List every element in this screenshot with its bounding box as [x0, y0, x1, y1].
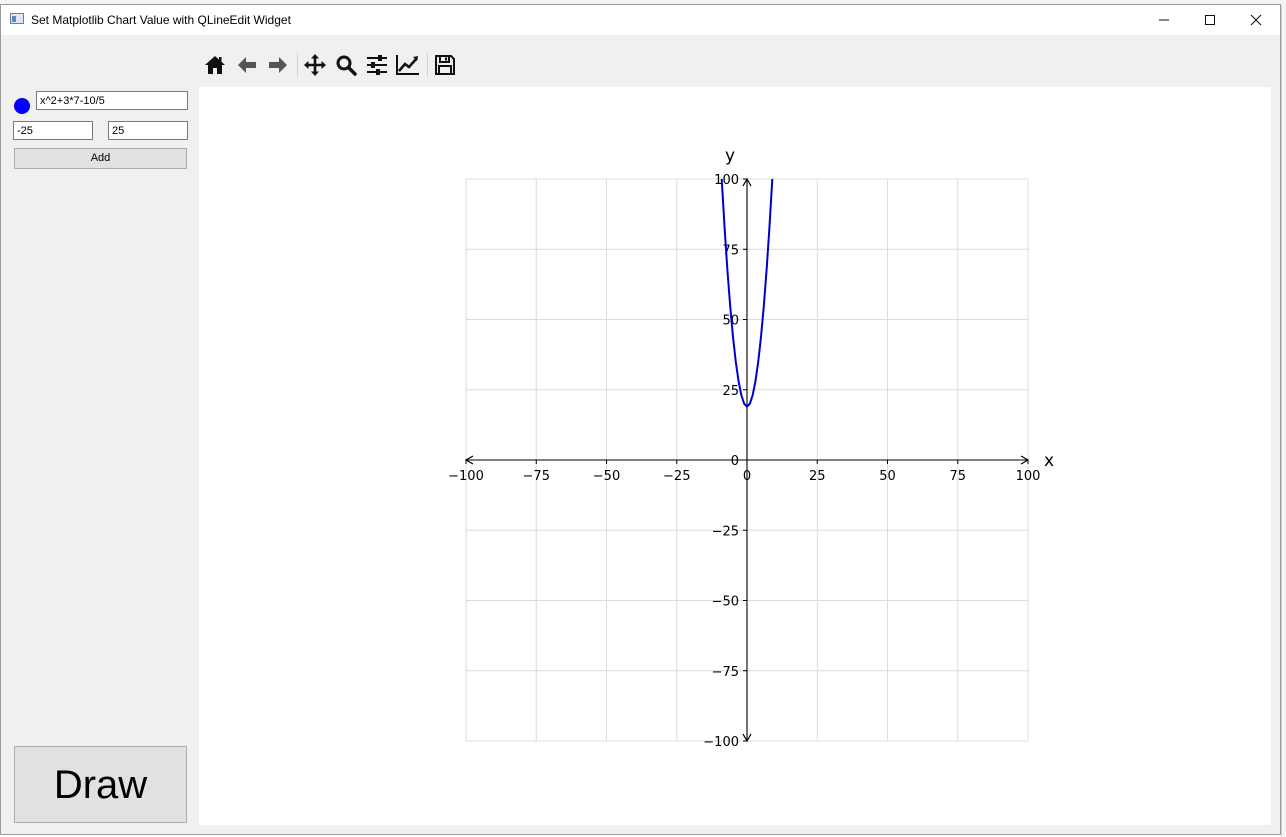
x-min-input[interactable]: [13, 121, 93, 140]
close-button[interactable]: [1233, 5, 1279, 35]
title-bar[interactable]: Set Matplotlib Chart Value with QLineEdi…: [1, 5, 1280, 35]
chart: −100 −75 −50 −25 0 25 50 75 100 −100 −75 −50 −25 0 25…: [448, 125, 1054, 750]
y-axis-label: y: [725, 146, 735, 166]
window-title: Set Matplotlib Chart Value with QLineEdi…: [31, 13, 291, 27]
configure-subplots-icon: [367, 55, 387, 75]
maximize-icon: [1205, 15, 1215, 25]
series-point: [751, 394, 754, 397]
x-max-input[interactable]: [108, 121, 188, 140]
axes: [464, 177, 1030, 743]
series-point: [765, 268, 768, 270]
edit-axis-icon: [396, 55, 419, 75]
zoom-button[interactable]: [332, 51, 360, 79]
series-point: [754, 380, 757, 383]
pan-button[interactable]: [301, 51, 329, 79]
home-icon: [205, 56, 225, 74]
y-tick-label: 0: [731, 454, 739, 469]
x-tick-labels: −100 −75 −50 −25 0 25 50 75 100: [448, 469, 1040, 484]
series-point: [723, 225, 726, 228]
series-point: [726, 268, 729, 270]
app-window-icon: [10, 13, 24, 24]
maximize-button[interactable]: [1187, 5, 1233, 35]
add-button[interactable]: Add: [14, 148, 187, 169]
series-point: [720, 179, 723, 180]
forward-arrow-icon: [269, 57, 287, 73]
y-tick-label: 25: [722, 384, 739, 399]
minimize-icon: [1159, 19, 1169, 21]
configure-subplots-button[interactable]: [363, 51, 391, 79]
draw-button[interactable]: Draw: [14, 746, 187, 823]
x-tick-label: 50: [879, 469, 896, 484]
series-point: [771, 179, 774, 180]
series-point: [737, 380, 740, 383]
series-group: [718, 125, 776, 408]
close-icon: [1250, 14, 1262, 26]
series-point: [743, 403, 745, 405]
series-point: [734, 360, 737, 363]
series-point: [763, 304, 765, 307]
edit-axis-button[interactable]: [394, 51, 422, 79]
background-app-edge: [1281, 6, 1286, 837]
zoom-icon: [336, 55, 357, 76]
save-icon: [435, 55, 455, 75]
expression-input[interactable]: [36, 91, 188, 110]
y-tick-label: −25: [712, 524, 739, 539]
y-tick-label: −100: [703, 735, 739, 750]
series-point: [774, 125, 776, 127]
series-color-swatch[interactable]: [14, 98, 30, 114]
series-point: [729, 304, 731, 307]
x-axis-label: x: [1044, 451, 1054, 471]
series-point: [740, 394, 743, 397]
minimize-button[interactable]: [1141, 5, 1187, 35]
toolbar-separator: [427, 53, 428, 77]
x-tick-label: −25: [663, 469, 690, 484]
series-point: [718, 125, 720, 127]
series-point: [749, 403, 751, 405]
y-tick-label: −50: [712, 595, 739, 610]
x-tick-label: 75: [949, 469, 966, 484]
series-point: [768, 225, 771, 228]
x-tick-label: 100: [1016, 469, 1041, 484]
x-tick-label: 25: [809, 469, 826, 484]
home-button[interactable]: [201, 51, 229, 79]
x-tick-label: −75: [523, 469, 550, 484]
x-tick-label: −100: [448, 469, 484, 484]
series-point: [760, 335, 762, 338]
save-button[interactable]: [431, 51, 459, 79]
x-tick-label: 0: [743, 469, 751, 484]
series-point: [757, 360, 760, 363]
y-tick-label: −75: [712, 665, 739, 680]
plot-canvas[interactable]: −100 −75 −50 −25 0 25 50 75 100 −100 −75 −50 −25 0 25…: [199, 87, 1271, 825]
y-tick-label: 100: [714, 173, 739, 188]
app-window: Set Matplotlib Chart Value with QLineEdi…: [0, 4, 1281, 835]
forward-button[interactable]: [264, 51, 292, 79]
x-tick-label: −50: [593, 469, 620, 484]
back-button[interactable]: [233, 51, 261, 79]
back-arrow-icon: [238, 57, 256, 73]
series-point: [732, 335, 734, 338]
pan-icon: [304, 54, 326, 76]
toolbar-separator: [297, 53, 298, 77]
series-point: [746, 405, 748, 408]
